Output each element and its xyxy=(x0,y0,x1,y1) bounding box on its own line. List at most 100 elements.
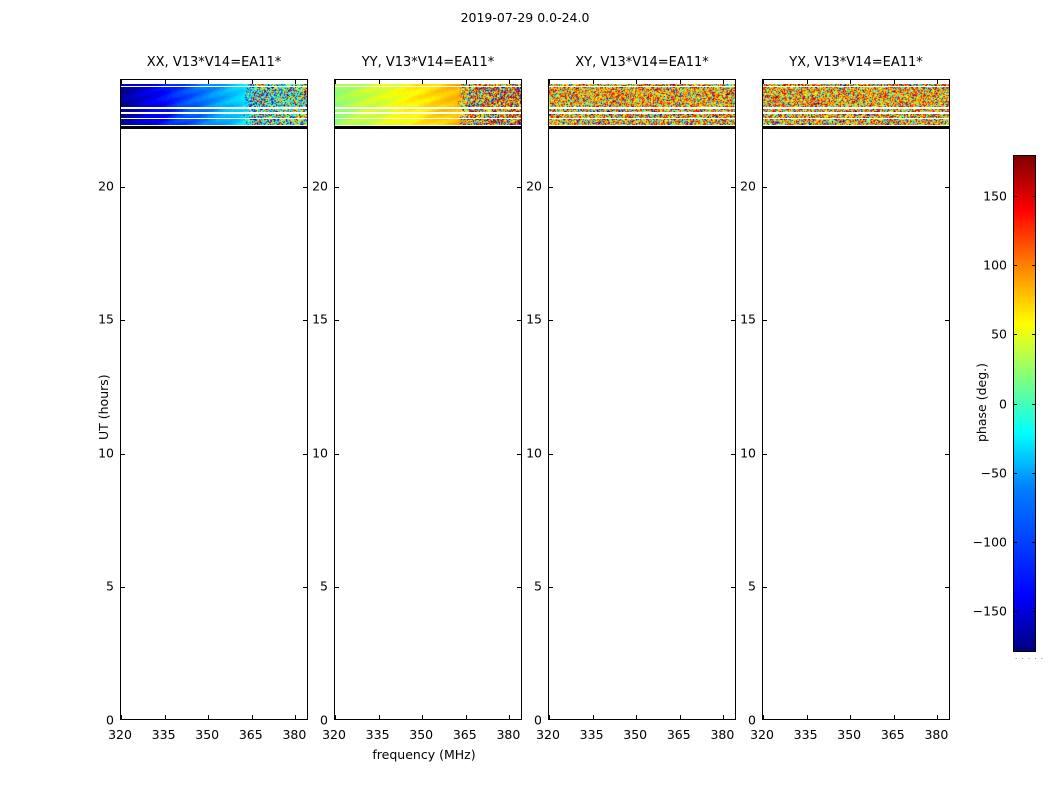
x-tick-label: 335 xyxy=(365,727,390,742)
y-tick xyxy=(121,587,125,588)
x-tick-top xyxy=(636,80,637,84)
y-tick xyxy=(121,187,125,188)
spectrum-pixels xyxy=(549,87,735,107)
x-tick-label: 365 xyxy=(452,727,477,742)
y-tick-label: 0 xyxy=(534,712,542,728)
y-tick-right xyxy=(517,320,521,321)
panel-title-xy: XY, V13*V14=EA11* xyxy=(575,55,709,70)
dynamic-spectrum-xx xyxy=(121,84,307,130)
x-tick-label: 335 xyxy=(793,727,818,742)
spectrum-pixels xyxy=(549,109,735,112)
y-tick-right xyxy=(731,587,735,588)
colorbar-tick-label: 100 xyxy=(983,257,1007,273)
panel-title-yx: YX, V13*V14=EA11* xyxy=(789,55,923,70)
x-tick-top xyxy=(723,80,724,84)
x-tick-top xyxy=(208,80,209,84)
y-tick-label: 10 xyxy=(740,445,756,461)
colorbar-tick-right xyxy=(1032,334,1036,335)
dynamic-spectrum-yx xyxy=(763,84,949,130)
x-tick xyxy=(208,715,209,719)
x-tick-label: 335 xyxy=(151,727,176,742)
x-tick-label: 365 xyxy=(666,727,691,742)
axes-xy xyxy=(548,79,736,720)
x-tick xyxy=(422,715,423,719)
y-tick xyxy=(335,320,339,321)
scan-band xyxy=(335,87,521,107)
x-tick xyxy=(252,715,253,719)
scan-band xyxy=(549,114,735,118)
scan-band xyxy=(335,84,521,86)
x-tick-top xyxy=(850,80,851,84)
panel-xy: XY, V13*V14=EA11* xyxy=(548,55,736,720)
y-tick-label: 5 xyxy=(534,578,542,594)
axes-yx xyxy=(762,79,950,720)
x-tick-top xyxy=(335,80,336,84)
scan-band xyxy=(121,87,307,107)
y-tick-right xyxy=(303,454,307,455)
x-tick-top xyxy=(295,80,296,84)
x-tick xyxy=(549,715,550,719)
x-tick-top xyxy=(807,80,808,84)
x-tick-label: 350 xyxy=(409,727,434,742)
colorbar-tick xyxy=(1013,196,1017,197)
axes-xx xyxy=(120,79,308,720)
spectrum-pixels xyxy=(763,84,949,86)
y-tick-label: 0 xyxy=(320,712,328,728)
colorbar-tick-right xyxy=(1032,611,1036,612)
x-tick-top xyxy=(466,80,467,84)
x-tick-top xyxy=(509,80,510,84)
x-tick-label: 365 xyxy=(238,727,263,742)
scan-band xyxy=(763,87,949,107)
colorbar-tick-right xyxy=(1032,404,1036,405)
x-tick xyxy=(723,715,724,719)
band-separator xyxy=(335,126,521,130)
x-tick-top xyxy=(593,80,594,84)
x-tick-label: 350 xyxy=(195,727,220,742)
x-tick-label: 350 xyxy=(837,727,862,742)
spectrum-pixels xyxy=(549,114,735,118)
y-tick-label: 10 xyxy=(526,445,542,461)
y-tick-label: 10 xyxy=(98,445,114,461)
y-tick xyxy=(121,320,125,321)
colorbar-tick-right xyxy=(1032,473,1036,474)
colorbar-tick xyxy=(1013,404,1017,405)
y-tick-label: 15 xyxy=(740,311,756,327)
colorbar-tick-label: −50 xyxy=(980,465,1007,481)
spectrum-pixels xyxy=(121,119,307,125)
panel-xx: XX, V13*V14=EA11* xyxy=(120,55,308,720)
x-tick xyxy=(937,715,938,719)
spectrum-pixels xyxy=(121,87,307,107)
panel-yx: YX, V13*V14=EA11* xyxy=(762,55,950,720)
x-tick-top xyxy=(680,80,681,84)
y-tick-right xyxy=(945,454,949,455)
dynamic-spectrum-yy xyxy=(335,84,521,130)
scan-band xyxy=(335,119,521,125)
scan-band xyxy=(121,84,307,86)
y-tick-right xyxy=(303,187,307,188)
y-tick-label: 0 xyxy=(106,712,114,728)
x-tick-top xyxy=(422,80,423,84)
x-axis-label: frequency (MHz) xyxy=(372,747,476,762)
scan-band xyxy=(549,119,735,125)
x-tick-label: 335 xyxy=(579,727,604,742)
spectrum-pixels xyxy=(121,109,307,112)
y-tick-right xyxy=(303,320,307,321)
x-tick xyxy=(466,715,467,719)
x-tick xyxy=(121,715,122,719)
x-tick xyxy=(295,715,296,719)
spectrum-pixels xyxy=(549,84,735,86)
y-tick-right xyxy=(517,454,521,455)
scan-band xyxy=(549,87,735,107)
x-tick-top xyxy=(252,80,253,84)
x-tick xyxy=(593,715,594,719)
colorbar-label: phase (deg.) xyxy=(974,362,989,442)
x-tick-label: 350 xyxy=(623,727,648,742)
x-tick-top xyxy=(894,80,895,84)
band-separator xyxy=(763,126,949,130)
y-tick xyxy=(121,454,125,455)
x-tick-top xyxy=(763,80,764,84)
spectrum-pixels xyxy=(549,119,735,125)
spectrum-pixels xyxy=(763,114,949,118)
y-tick xyxy=(549,454,553,455)
